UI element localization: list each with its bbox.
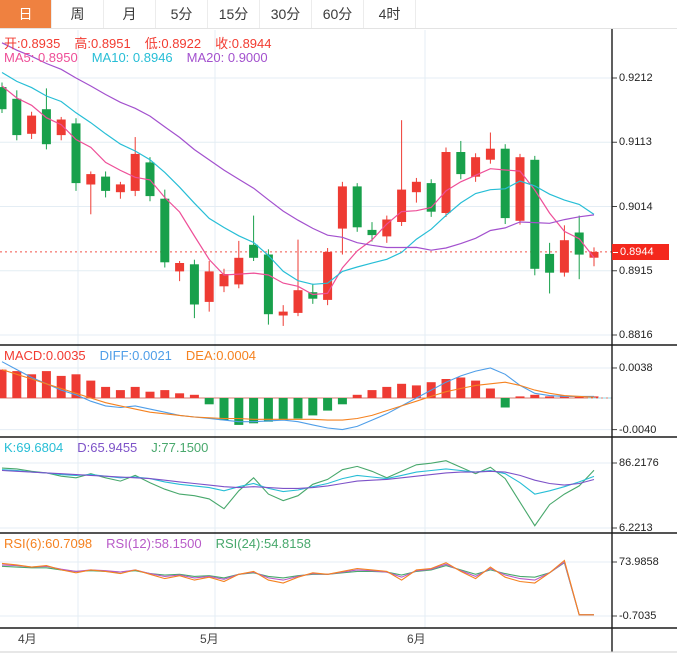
- close-value: 收:0.8944: [215, 36, 272, 51]
- rsi-axis-label-bottom: -0.7035: [619, 610, 657, 622]
- kdj-axis-label-bottom: 6.2213: [619, 522, 653, 534]
- dea-value: DEA:0.0004: [185, 348, 257, 363]
- tab-5min[interactable]: 5分: [156, 0, 208, 28]
- tab-60min[interactable]: 60分: [312, 0, 364, 28]
- ohlc-row: 开:0.8935 高:0.8951 低:0.8922 收:0.8944: [4, 33, 286, 52]
- tab-bar: 日 周 月 5分 15分 30分 60分 4时: [0, 0, 677, 29]
- tab-day[interactable]: 日: [0, 0, 52, 28]
- tab-4hour[interactable]: 4时: [364, 0, 416, 28]
- macd-row: MACD:0.0035 DIFF:0.0021 DEA:0.0004: [4, 348, 270, 363]
- tab-30min[interactable]: 30分: [260, 0, 312, 28]
- price-axis-label: 0.8816: [619, 329, 653, 341]
- month-label-jun: 6月: [407, 632, 426, 646]
- tab-15min[interactable]: 15分: [208, 0, 260, 28]
- kdj-row: K:69.6804 D:65.9455 J:77.1500: [4, 440, 222, 455]
- kdj-axis-label-top: 86.2176: [619, 457, 659, 469]
- rsi12-value: RSI(12):58.1500: [106, 536, 202, 551]
- j-value: J:77.1500: [151, 440, 209, 455]
- price-axis-label: 0.8915: [619, 265, 653, 277]
- month-label-apr: 4月: [18, 632, 37, 646]
- k-value: K:69.6804: [4, 440, 64, 455]
- price-axis-label: 0.9113: [619, 136, 652, 148]
- current-price-badge: 0.8944: [612, 244, 669, 260]
- open-value: 开:0.8935: [4, 36, 61, 51]
- rsi24-value: RSI(24):54.8158: [215, 536, 311, 551]
- price-axis-label: 0.9014: [619, 201, 653, 213]
- macd-value: MACD:0.0035: [4, 348, 86, 363]
- tab-month[interactable]: 月: [104, 0, 156, 28]
- rsi-axis-label-top: 73.9858: [619, 556, 659, 568]
- rsi-row: RSI(6):60.7098 RSI(12):58.1500 RSI(24):54.…: [4, 536, 325, 551]
- ma5-value: MA5: 0.8950: [4, 50, 78, 65]
- ma-row: MA5: 0.8950 MA10: 0.8946 MA20: 0.9000: [4, 50, 282, 65]
- ma10-value: MA10: 0.8946: [91, 50, 173, 65]
- price-axis-label: 0.9212: [619, 72, 653, 84]
- high-value: 高:0.8951: [74, 36, 131, 51]
- ma20-value: MA20: 0.9000: [186, 50, 268, 65]
- low-value: 低:0.8922: [144, 36, 202, 51]
- d-value: D:65.9455: [77, 440, 138, 455]
- tab-week[interactable]: 周: [52, 0, 104, 28]
- diff-value: DIFF:0.0021: [99, 348, 172, 363]
- macd-axis-label-top: 0.0038: [619, 362, 653, 374]
- macd-axis-label-bottom: -0.0040: [619, 424, 657, 436]
- rsi6-value: RSI(6):60.7098: [4, 536, 93, 551]
- month-label-may: 5月: [200, 632, 219, 646]
